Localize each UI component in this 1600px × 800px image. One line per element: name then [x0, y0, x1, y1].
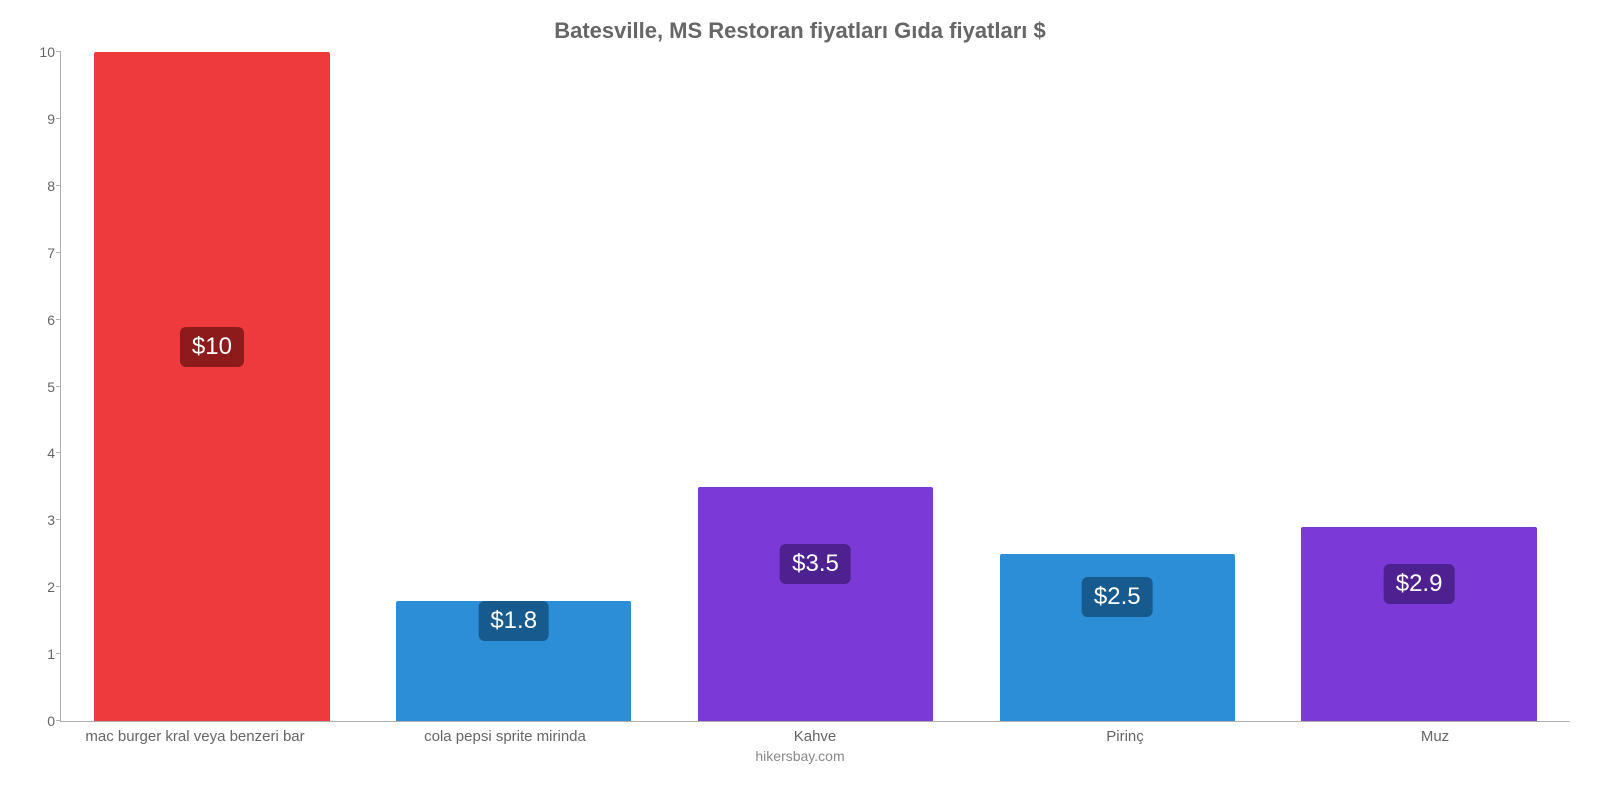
x-axis-label: mac burger kral veya benzeri bar [40, 722, 350, 745]
y-tick-label: 3 [21, 512, 55, 528]
y-tick-label: 7 [21, 245, 55, 261]
y-tick-mark [56, 653, 61, 654]
y-tick-mark [56, 118, 61, 119]
bar: $1.8 [396, 601, 631, 721]
x-axis-label: Kahve [660, 722, 970, 745]
bar-value-label: $10 [180, 327, 244, 367]
bars-group: $10 $1.8 $3.5 $2.5 $2.9 [61, 52, 1570, 721]
bar: $3.5 [698, 487, 933, 721]
bar-slot: $1.8 [363, 52, 665, 721]
bar-value-label: $1.8 [478, 601, 549, 641]
chart-title: Batesville, MS Restoran fiyatları Gıda f… [20, 18, 1580, 44]
bar-value-label: $2.9 [1384, 564, 1455, 604]
attribution-text: hikersbay.com [0, 748, 1600, 764]
y-tick-label: 9 [21, 111, 55, 127]
plot-area: $10$1.8$3.5$2.5$2.9 012345678910 [60, 52, 1570, 722]
x-axis-label: Pirinç [970, 722, 1280, 745]
y-tick-mark [56, 452, 61, 453]
y-tick-label: 6 [21, 312, 55, 328]
y-tick-mark [56, 386, 61, 387]
y-tick-label: 10 [21, 44, 55, 60]
y-tick-label: 5 [21, 379, 55, 395]
y-tick-mark [56, 586, 61, 587]
y-tick-label: 1 [21, 646, 55, 662]
bar-slot: $10 [61, 52, 363, 721]
y-tick-mark [56, 319, 61, 320]
y-tick-mark [56, 720, 61, 721]
bar: $2.5 [1000, 554, 1235, 721]
x-axis-label: cola pepsi sprite mirinda [350, 722, 660, 745]
bar-slot: $2.5 [966, 52, 1268, 721]
y-tick-label: 4 [21, 445, 55, 461]
bar-value-label: $2.5 [1082, 577, 1153, 617]
bar-slot: $2.9 [1268, 52, 1570, 721]
y-tick-mark [56, 185, 61, 186]
y-tick-mark [56, 51, 61, 52]
y-tick-mark [56, 252, 61, 253]
x-axis-label: Muz [1280, 722, 1590, 745]
chart-container: Batesville, MS Restoran fiyatları Gıda f… [0, 0, 1600, 800]
y-tick-mark [56, 519, 61, 520]
bar: $2.9 [1301, 527, 1536, 721]
x-axis-labels: mac burger kral veya benzeri barcola pep… [40, 722, 1590, 745]
bar-slot: $3.5 [665, 52, 967, 721]
bar: $10 [94, 52, 329, 721]
y-tick-label: 2 [21, 579, 55, 595]
bar-value-label: $3.5 [780, 544, 851, 584]
y-tick-label: 8 [21, 178, 55, 194]
